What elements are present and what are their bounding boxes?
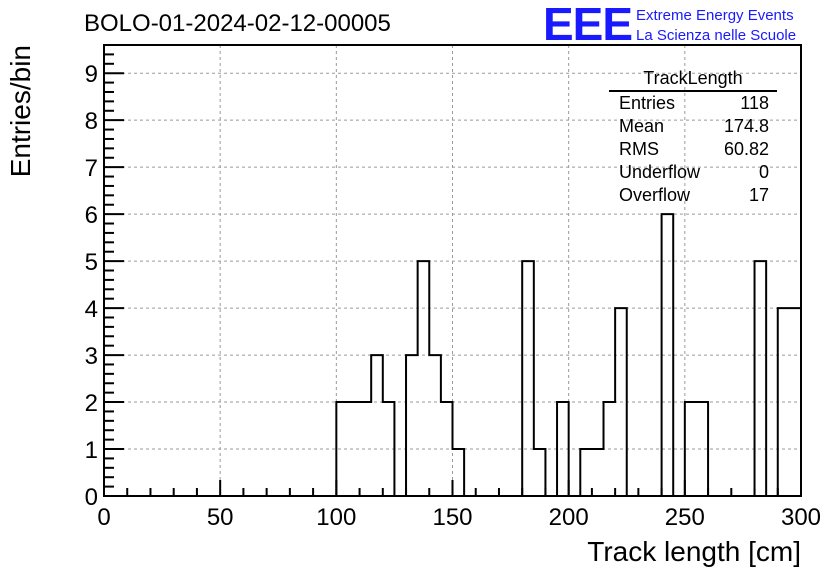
y-tick-label: 0 bbox=[85, 484, 98, 511]
x-axis-label: Track length [cm] bbox=[587, 536, 801, 567]
run-title: BOLO-01-2024-02-12-00005 bbox=[84, 10, 391, 37]
histogram-bin bbox=[441, 449, 453, 496]
stats-value: 17 bbox=[748, 185, 769, 205]
histogram-bin bbox=[336, 449, 348, 496]
histogram-bin bbox=[534, 449, 546, 496]
histogram-bin bbox=[487, 261, 499, 496]
stats-row: Mean 174.8 bbox=[609, 115, 777, 138]
histogram-bin bbox=[418, 261, 430, 496]
histogram-bin bbox=[453, 449, 465, 496]
stats-label: RMS bbox=[619, 139, 659, 159]
logo-line-2: La Scienza nelle Scuole bbox=[636, 27, 797, 44]
y-tick-label: 9 bbox=[85, 61, 98, 88]
y-tick-label: 6 bbox=[85, 202, 98, 229]
stats-title: TrackLength bbox=[609, 68, 777, 92]
axis-ticks bbox=[103, 44, 802, 497]
x-tick-label: 50 bbox=[207, 504, 234, 531]
stats-label: Overflow bbox=[619, 185, 691, 205]
stats-box: TrackLength Entries 118 Mean 174.8 RMS 60.8… bbox=[609, 68, 777, 207]
x-tick-label: 250 bbox=[665, 504, 705, 531]
y-tick-label: 5 bbox=[85, 249, 98, 276]
y-axis-label: Entries/bin bbox=[5, 45, 36, 177]
stats-label: Underflow bbox=[619, 162, 701, 182]
histogram-bin bbox=[360, 167, 372, 496]
y-tick-label: 7 bbox=[85, 155, 98, 182]
histogram-bin bbox=[580, 449, 592, 496]
histogram-bin bbox=[394, 261, 406, 496]
histogram-bin bbox=[348, 355, 360, 496]
stats-value: 60.82 bbox=[723, 139, 769, 159]
histogram-bin bbox=[371, 355, 383, 496]
histogram-bin bbox=[522, 261, 534, 496]
histogram-bin bbox=[755, 261, 767, 496]
stats-row: Overflow 17 bbox=[609, 184, 777, 207]
y-tick-label: 3 bbox=[85, 343, 98, 370]
stats-label: Mean bbox=[619, 116, 665, 136]
y-tick-labels: 0 1 2 3 4 5 6 7 8 9 bbox=[85, 61, 98, 511]
x-tick-label: 200 bbox=[549, 504, 589, 531]
logo-mark: EEE bbox=[543, 0, 633, 50]
y-tick-label: 4 bbox=[85, 296, 98, 323]
stats-row: Entries 118 bbox=[609, 92, 777, 115]
stats-row: RMS 60.82 bbox=[609, 138, 777, 161]
histogram-bin bbox=[429, 355, 441, 496]
x-tick-label: 150 bbox=[432, 504, 472, 531]
histogram-bin bbox=[592, 449, 604, 496]
y-tick-label: 8 bbox=[85, 108, 98, 135]
y-tick-label: 1 bbox=[85, 437, 98, 464]
histogram-bin bbox=[406, 355, 418, 496]
x-tick-label: 0 bbox=[97, 504, 110, 531]
stats-value: 0 bbox=[758, 162, 769, 182]
logo-line-1: Extreme Energy Events bbox=[636, 7, 794, 24]
stats-row: Underflow 0 bbox=[609, 161, 777, 184]
stats-label: Entries bbox=[619, 93, 676, 113]
stats-value: 118 bbox=[740, 93, 769, 113]
x-tick-label: 100 bbox=[316, 504, 356, 531]
x-tick-labels: 0 50 100 150 200 250 300 bbox=[97, 504, 821, 531]
histogram-bin bbox=[418, 73, 430, 496]
stats-value: 174.8 bbox=[723, 116, 769, 136]
y-tick-label: 2 bbox=[85, 390, 98, 417]
x-tick-label: 300 bbox=[781, 504, 821, 531]
